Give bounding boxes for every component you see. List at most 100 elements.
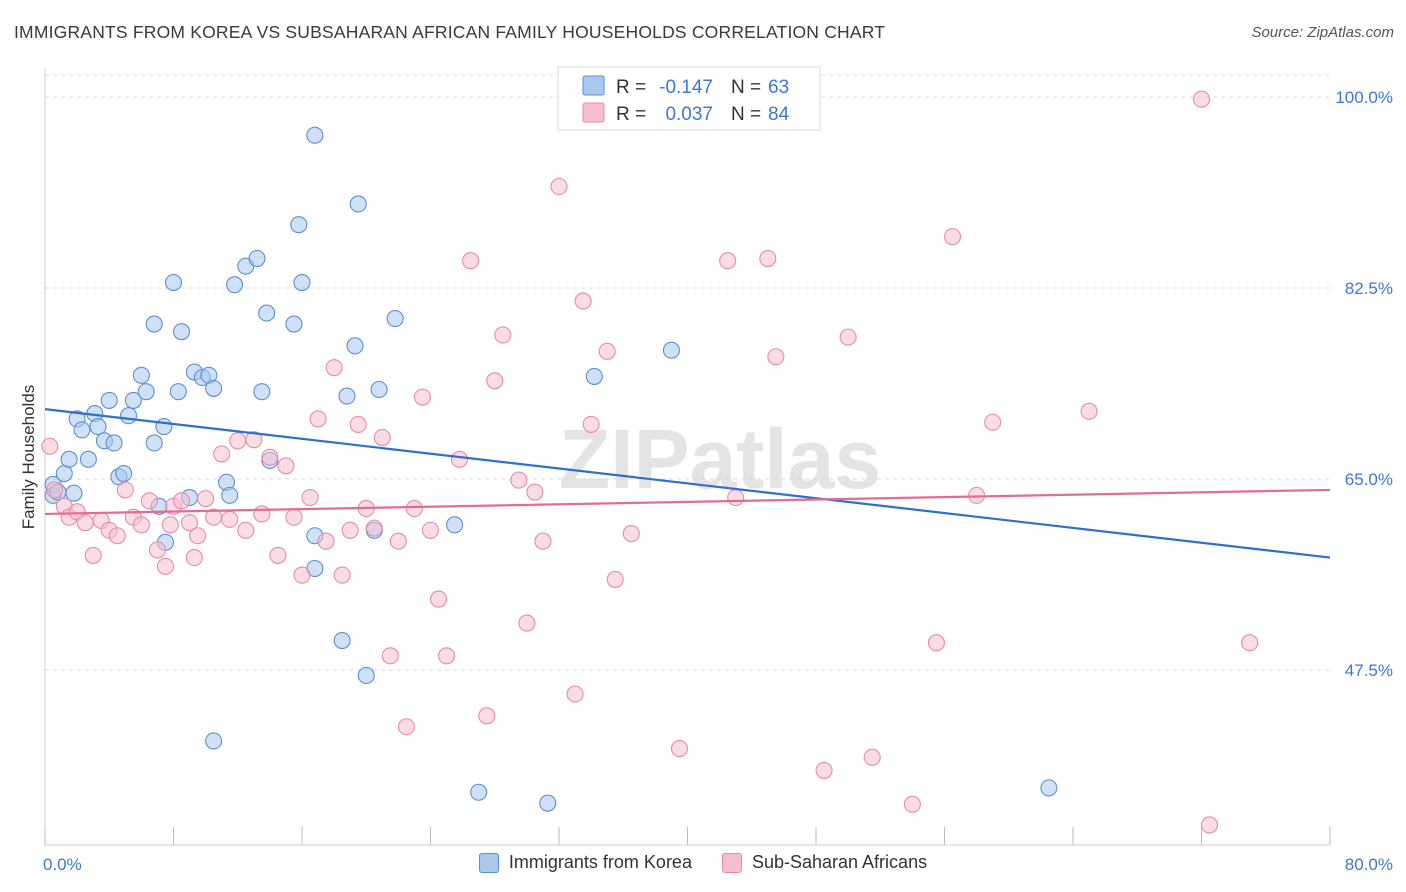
legend-r-value: -0.147 xyxy=(659,77,713,98)
data-point xyxy=(839,328,857,346)
series-legend: Immigrants from Korea Sub-Saharan Africa… xyxy=(0,852,1406,873)
legend-r-label: R = xyxy=(616,77,646,98)
legend-label-korea: Immigrants from Korea xyxy=(508,852,692,872)
data-point xyxy=(386,310,404,328)
data-point xyxy=(574,292,592,310)
data-point xyxy=(550,177,568,196)
data-point xyxy=(116,481,134,499)
data-point xyxy=(65,484,83,502)
data-point xyxy=(446,516,464,534)
data-point xyxy=(172,492,191,510)
trendline-korea xyxy=(44,408,1331,559)
data-point xyxy=(585,367,603,385)
data-point xyxy=(662,341,680,359)
data-point xyxy=(478,707,496,725)
data-point xyxy=(566,685,584,703)
data-point xyxy=(759,249,777,268)
y-axis-label: Family Households xyxy=(19,385,38,530)
data-point xyxy=(413,388,432,406)
data-point xyxy=(293,566,311,584)
data-point xyxy=(389,532,407,550)
data-point xyxy=(429,590,448,608)
data-point xyxy=(349,195,367,213)
data-point xyxy=(205,732,223,750)
data-point xyxy=(1241,634,1259,652)
data-point xyxy=(140,492,158,510)
data-point xyxy=(397,718,415,736)
data-point xyxy=(124,391,142,409)
data-point xyxy=(349,415,367,433)
data-point xyxy=(1192,90,1211,108)
data-point xyxy=(670,740,689,758)
legend-swatch-korea xyxy=(478,852,499,873)
data-point xyxy=(169,383,187,401)
data-point xyxy=(450,450,468,468)
data-point xyxy=(470,783,488,801)
data-point xyxy=(534,532,552,550)
data-point xyxy=(155,418,173,436)
data-point xyxy=(46,481,64,499)
data-point xyxy=(341,521,359,539)
data-point xyxy=(197,490,215,508)
data-point xyxy=(73,421,91,439)
data-point xyxy=(105,434,123,452)
data-point xyxy=(815,761,833,779)
data-point xyxy=(943,228,962,246)
data-point xyxy=(317,532,335,550)
data-point xyxy=(421,521,440,539)
data-point xyxy=(145,315,163,333)
legend-r-value: 0.037 xyxy=(665,104,713,125)
data-point xyxy=(79,450,97,468)
data-point xyxy=(148,541,166,559)
legend-n-value: 84 xyxy=(768,104,790,125)
data-point xyxy=(606,570,624,588)
data-point xyxy=(539,794,557,812)
legend-n-value: 63 xyxy=(768,77,789,98)
data-point xyxy=(229,432,247,450)
data-point xyxy=(370,380,388,399)
data-point xyxy=(290,216,308,234)
data-point xyxy=(325,359,343,377)
legend-swatch xyxy=(582,102,605,123)
legend-item-korea[interactable]: Immigrants from Korea xyxy=(478,852,692,873)
data-point xyxy=(115,464,133,483)
data-point xyxy=(622,525,640,543)
correlation-legend: R = -0.147 N = 63 R = 0.037 N = 84 xyxy=(557,66,821,131)
data-point xyxy=(221,510,239,528)
data-point xyxy=(582,415,600,433)
data-point xyxy=(405,499,423,518)
data-point xyxy=(598,342,616,360)
data-point xyxy=(381,647,399,665)
data-point xyxy=(510,471,528,489)
data-point xyxy=(1080,402,1098,420)
legend-n-label: N = xyxy=(731,104,761,125)
data-point xyxy=(863,748,881,766)
data-point xyxy=(333,631,351,650)
chart-title: IMMIGRANTS FROM KOREA VS SUBSAHARAN AFRI… xyxy=(14,22,886,42)
data-point xyxy=(309,410,327,428)
data-point xyxy=(253,383,271,401)
data-point xyxy=(462,252,480,270)
y-tick-label: 47.5% xyxy=(1345,661,1393,680)
data-point xyxy=(1040,779,1058,797)
data-point xyxy=(137,383,155,401)
data-point xyxy=(205,379,223,397)
data-point xyxy=(984,413,1002,431)
legend-label-subsaharan: Sub-Saharan Africans xyxy=(751,852,928,872)
data-point xyxy=(927,634,946,652)
data-point xyxy=(221,486,239,504)
data-point xyxy=(225,276,244,294)
legend-item-subsaharan[interactable]: Sub-Saharan Africans xyxy=(721,852,928,873)
data-point xyxy=(903,795,921,813)
data-point xyxy=(156,557,175,575)
series-subsaharan xyxy=(41,90,1259,834)
legend-n-label: N = xyxy=(731,77,761,98)
data-point xyxy=(727,489,745,507)
data-point xyxy=(494,326,512,344)
data-point xyxy=(245,431,263,449)
legend-swatch xyxy=(582,75,605,96)
data-point xyxy=(269,546,287,564)
watermark: ZIPatlas xyxy=(559,412,881,506)
data-point xyxy=(365,519,383,537)
data-point xyxy=(373,428,391,447)
